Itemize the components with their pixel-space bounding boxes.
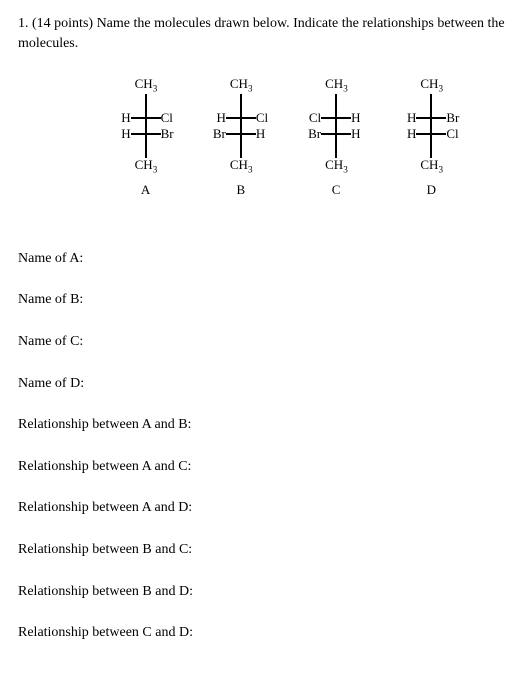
question-text-2: molecules. [18,36,78,51]
mol-d-r2r: Cl [446,127,468,140]
mol-c-r1l: Cl [299,111,321,124]
mol-a-r1r: Cl [161,111,183,124]
bond-icon [145,94,147,110]
mol-a-r1l: H [109,111,131,124]
molecules-row: CH3 H Cl H Br CH3 CH3 H Cl B [18,77,509,174]
prompt-name-b: Name of B: [18,290,509,310]
prompt-rel-cd: Relationship between C and D: [18,623,509,643]
bond-icon [240,142,242,158]
bond-icon [240,94,242,110]
mol-d-r2l: H [394,127,416,140]
question-header: 1. (14 points) Name the molecules drawn … [18,14,509,53]
bond-icon [430,94,432,110]
prompt-rel-bd: Relationship between B and D: [18,582,509,602]
molecule-b: CH3 H Cl Br H CH3 [204,77,278,174]
prompt-name-a: Name of A: [18,249,509,269]
mol-b-r2r: H [256,127,278,140]
label-d: D [401,181,461,199]
molecule-d: CH3 H Br H Cl CH3 [394,77,468,174]
mol-b-r1r: Cl [256,111,278,124]
mol-c-r1r: H [351,111,373,124]
mol-b-top: CH3 [230,77,252,94]
question-number: 1. [18,16,29,31]
prompt-rel-ad: Relationship between A and D: [18,498,509,518]
label-a: A [116,181,176,199]
molecule-a: CH3 H Cl H Br CH3 [109,77,183,174]
prompt-name-d: Name of D: [18,374,509,394]
bond-icon [226,133,240,135]
label-c: C [306,181,366,199]
mol-b-r2l: Br [204,127,226,140]
question-points: (14 points) [32,16,93,31]
mol-c-r2l: Br [299,127,321,140]
prompt-rel-ab: Relationship between A and B: [18,415,509,435]
mol-b-r1l: H [204,111,226,124]
molecule-c: CH3 Cl H Br H CH3 [299,77,373,174]
prompt-name-c: Name of C: [18,332,509,352]
bond-icon [321,117,335,119]
mol-a-r2r: Br [161,127,183,140]
mol-d-r1r: Br [446,111,468,124]
bond-icon [131,117,145,119]
bond-icon [242,133,256,135]
mol-a-top: CH3 [135,77,157,94]
mol-a-r2l: H [109,127,131,140]
bond-icon [335,142,337,158]
mol-c-top: CH3 [325,77,347,94]
bond-icon [147,117,161,119]
bond-icon [145,142,147,158]
bond-icon [430,142,432,158]
bond-icon [337,133,351,135]
bond-icon [147,133,161,135]
bond-icon [335,94,337,110]
question-text-1: Name the molecules drawn below. Indicate… [97,16,505,31]
mol-d-top: CH3 [420,77,442,94]
bond-icon [321,133,335,135]
bond-icon [226,117,240,119]
bond-icon [416,117,430,119]
prompt-rel-ac: Relationship between A and C: [18,457,509,477]
mol-c-r2r: H [351,127,373,140]
bond-icon [432,133,446,135]
label-b: B [211,181,271,199]
bond-icon [337,117,351,119]
bond-icon [131,133,145,135]
molecule-labels-row: A B C D [18,181,509,199]
bond-icon [432,117,446,119]
bond-icon [242,117,256,119]
mol-d-bottom: CH3 [420,158,442,175]
prompt-rel-bc: Relationship between B and C: [18,540,509,560]
mol-b-bottom: CH3 [230,158,252,175]
mol-a-bottom: CH3 [135,158,157,175]
mol-c-bottom: CH3 [325,158,347,175]
mol-d-r1l: H [394,111,416,124]
bond-icon [416,133,430,135]
